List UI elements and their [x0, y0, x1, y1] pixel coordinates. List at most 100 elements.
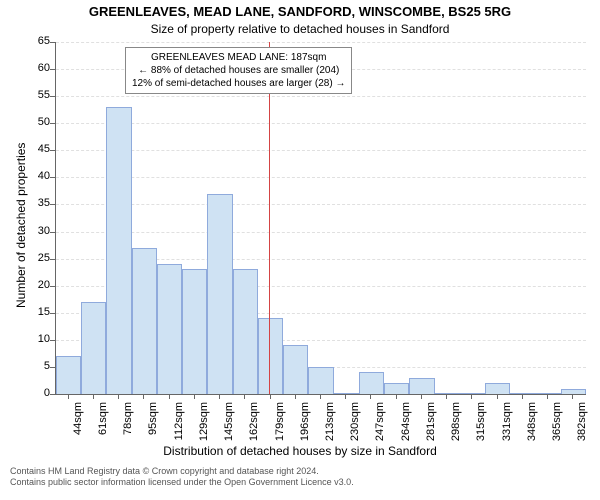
x-tick-label: 264sqm	[400, 402, 412, 442]
histogram-bar	[157, 264, 182, 394]
y-tick-label: 20	[20, 279, 50, 291]
plot-area	[55, 42, 586, 395]
x-tick-label: 331sqm	[501, 402, 513, 442]
x-tick-mark	[219, 394, 220, 399]
grid-line	[56, 177, 586, 178]
y-tick-mark	[50, 259, 55, 260]
histogram-bar	[384, 383, 409, 394]
y-tick-label: 0	[20, 387, 50, 399]
x-tick-mark	[497, 394, 498, 399]
x-tick-label: 315sqm	[475, 402, 487, 442]
x-tick-label: 247sqm	[374, 402, 386, 442]
y-tick-label: 30	[20, 225, 50, 237]
reference-line	[269, 42, 270, 394]
x-tick-label: 44sqm	[72, 402, 84, 442]
x-tick-label: 95sqm	[147, 402, 159, 442]
x-tick-label: 230sqm	[349, 402, 361, 442]
histogram-bar	[308, 367, 333, 394]
x-tick-label: 281sqm	[425, 402, 437, 442]
histogram-bar	[258, 318, 283, 394]
y-tick-label: 5	[20, 360, 50, 372]
y-tick-mark	[50, 204, 55, 205]
x-tick-mark	[295, 394, 296, 399]
x-tick-label: 196sqm	[299, 402, 311, 442]
grid-line	[56, 232, 586, 233]
y-tick-mark	[50, 367, 55, 368]
chart-title-main: GREENLEAVES, MEAD LANE, SANDFORD, WINSCO…	[0, 4, 600, 19]
attribution-line1: Contains HM Land Registry data © Crown c…	[10, 466, 354, 477]
x-tick-mark	[270, 394, 271, 399]
histogram-bar	[106, 107, 131, 394]
x-tick-mark	[118, 394, 119, 399]
histogram-bar	[182, 269, 207, 394]
histogram-bar	[359, 372, 384, 394]
y-tick-mark	[50, 177, 55, 178]
chart-title-sub: Size of property relative to detached ho…	[0, 22, 600, 36]
chart-container: GREENLEAVES, MEAD LANE, SANDFORD, WINSCO…	[0, 0, 600, 500]
x-tick-mark	[446, 394, 447, 399]
x-tick-mark	[194, 394, 195, 399]
histogram-bar	[485, 383, 510, 394]
y-tick-label: 55	[20, 89, 50, 101]
y-tick-mark	[50, 286, 55, 287]
x-tick-label: 298sqm	[450, 402, 462, 442]
y-tick-label: 35	[20, 197, 50, 209]
annotation-line2: ← 88% of detached houses are smaller (20…	[132, 64, 345, 77]
x-tick-mark	[68, 394, 69, 399]
x-tick-mark	[421, 394, 422, 399]
grid-line	[56, 123, 586, 124]
x-tick-mark	[345, 394, 346, 399]
annotation-line1: GREENLEAVES MEAD LANE: 187sqm	[132, 51, 345, 64]
x-tick-label: 162sqm	[248, 402, 260, 442]
y-tick-label: 40	[20, 170, 50, 182]
annotation-line3: 12% of semi-detached houses are larger (…	[132, 77, 345, 90]
y-tick-label: 45	[20, 143, 50, 155]
x-tick-label: 213sqm	[324, 402, 336, 442]
histogram-bar	[56, 356, 81, 394]
y-tick-mark	[50, 150, 55, 151]
x-tick-mark	[522, 394, 523, 399]
y-tick-mark	[50, 123, 55, 124]
grid-line	[56, 96, 586, 97]
y-tick-mark	[50, 313, 55, 314]
x-tick-mark	[244, 394, 245, 399]
x-tick-mark	[370, 394, 371, 399]
histogram-bar	[283, 345, 308, 394]
y-tick-label: 10	[20, 333, 50, 345]
x-tick-mark	[320, 394, 321, 399]
histogram-bar	[132, 248, 157, 394]
y-tick-mark	[50, 232, 55, 233]
grid-line	[56, 204, 586, 205]
x-tick-label: 365sqm	[551, 402, 563, 442]
attribution-line2: Contains public sector information licen…	[10, 477, 354, 488]
y-tick-mark	[50, 340, 55, 341]
y-tick-label: 25	[20, 252, 50, 264]
x-tick-label: 145sqm	[223, 402, 235, 442]
y-tick-label: 60	[20, 62, 50, 74]
x-tick-label: 382sqm	[576, 402, 588, 442]
y-tick-mark	[50, 96, 55, 97]
x-tick-label: 129sqm	[198, 402, 210, 442]
x-tick-mark	[93, 394, 94, 399]
x-tick-mark	[471, 394, 472, 399]
x-tick-label: 348sqm	[526, 402, 538, 442]
x-tick-mark	[547, 394, 548, 399]
grid-line	[56, 42, 586, 43]
histogram-bar	[207, 194, 232, 394]
histogram-bar	[409, 378, 434, 394]
x-tick-mark	[143, 394, 144, 399]
x-tick-mark	[572, 394, 573, 399]
x-tick-label: 61sqm	[97, 402, 109, 442]
grid-line	[56, 150, 586, 151]
y-tick-label: 15	[20, 306, 50, 318]
y-tick-mark	[50, 69, 55, 70]
histogram-bar	[510, 393, 535, 394]
histogram-bar	[81, 302, 106, 394]
annotation-box: GREENLEAVES MEAD LANE: 187sqm← 88% of de…	[125, 47, 352, 94]
y-tick-mark	[50, 394, 55, 395]
x-tick-label: 78sqm	[122, 402, 134, 442]
attribution-text: Contains HM Land Registry data © Crown c…	[10, 466, 354, 488]
y-tick-mark	[50, 42, 55, 43]
x-tick-mark	[169, 394, 170, 399]
x-tick-label: 179sqm	[274, 402, 286, 442]
